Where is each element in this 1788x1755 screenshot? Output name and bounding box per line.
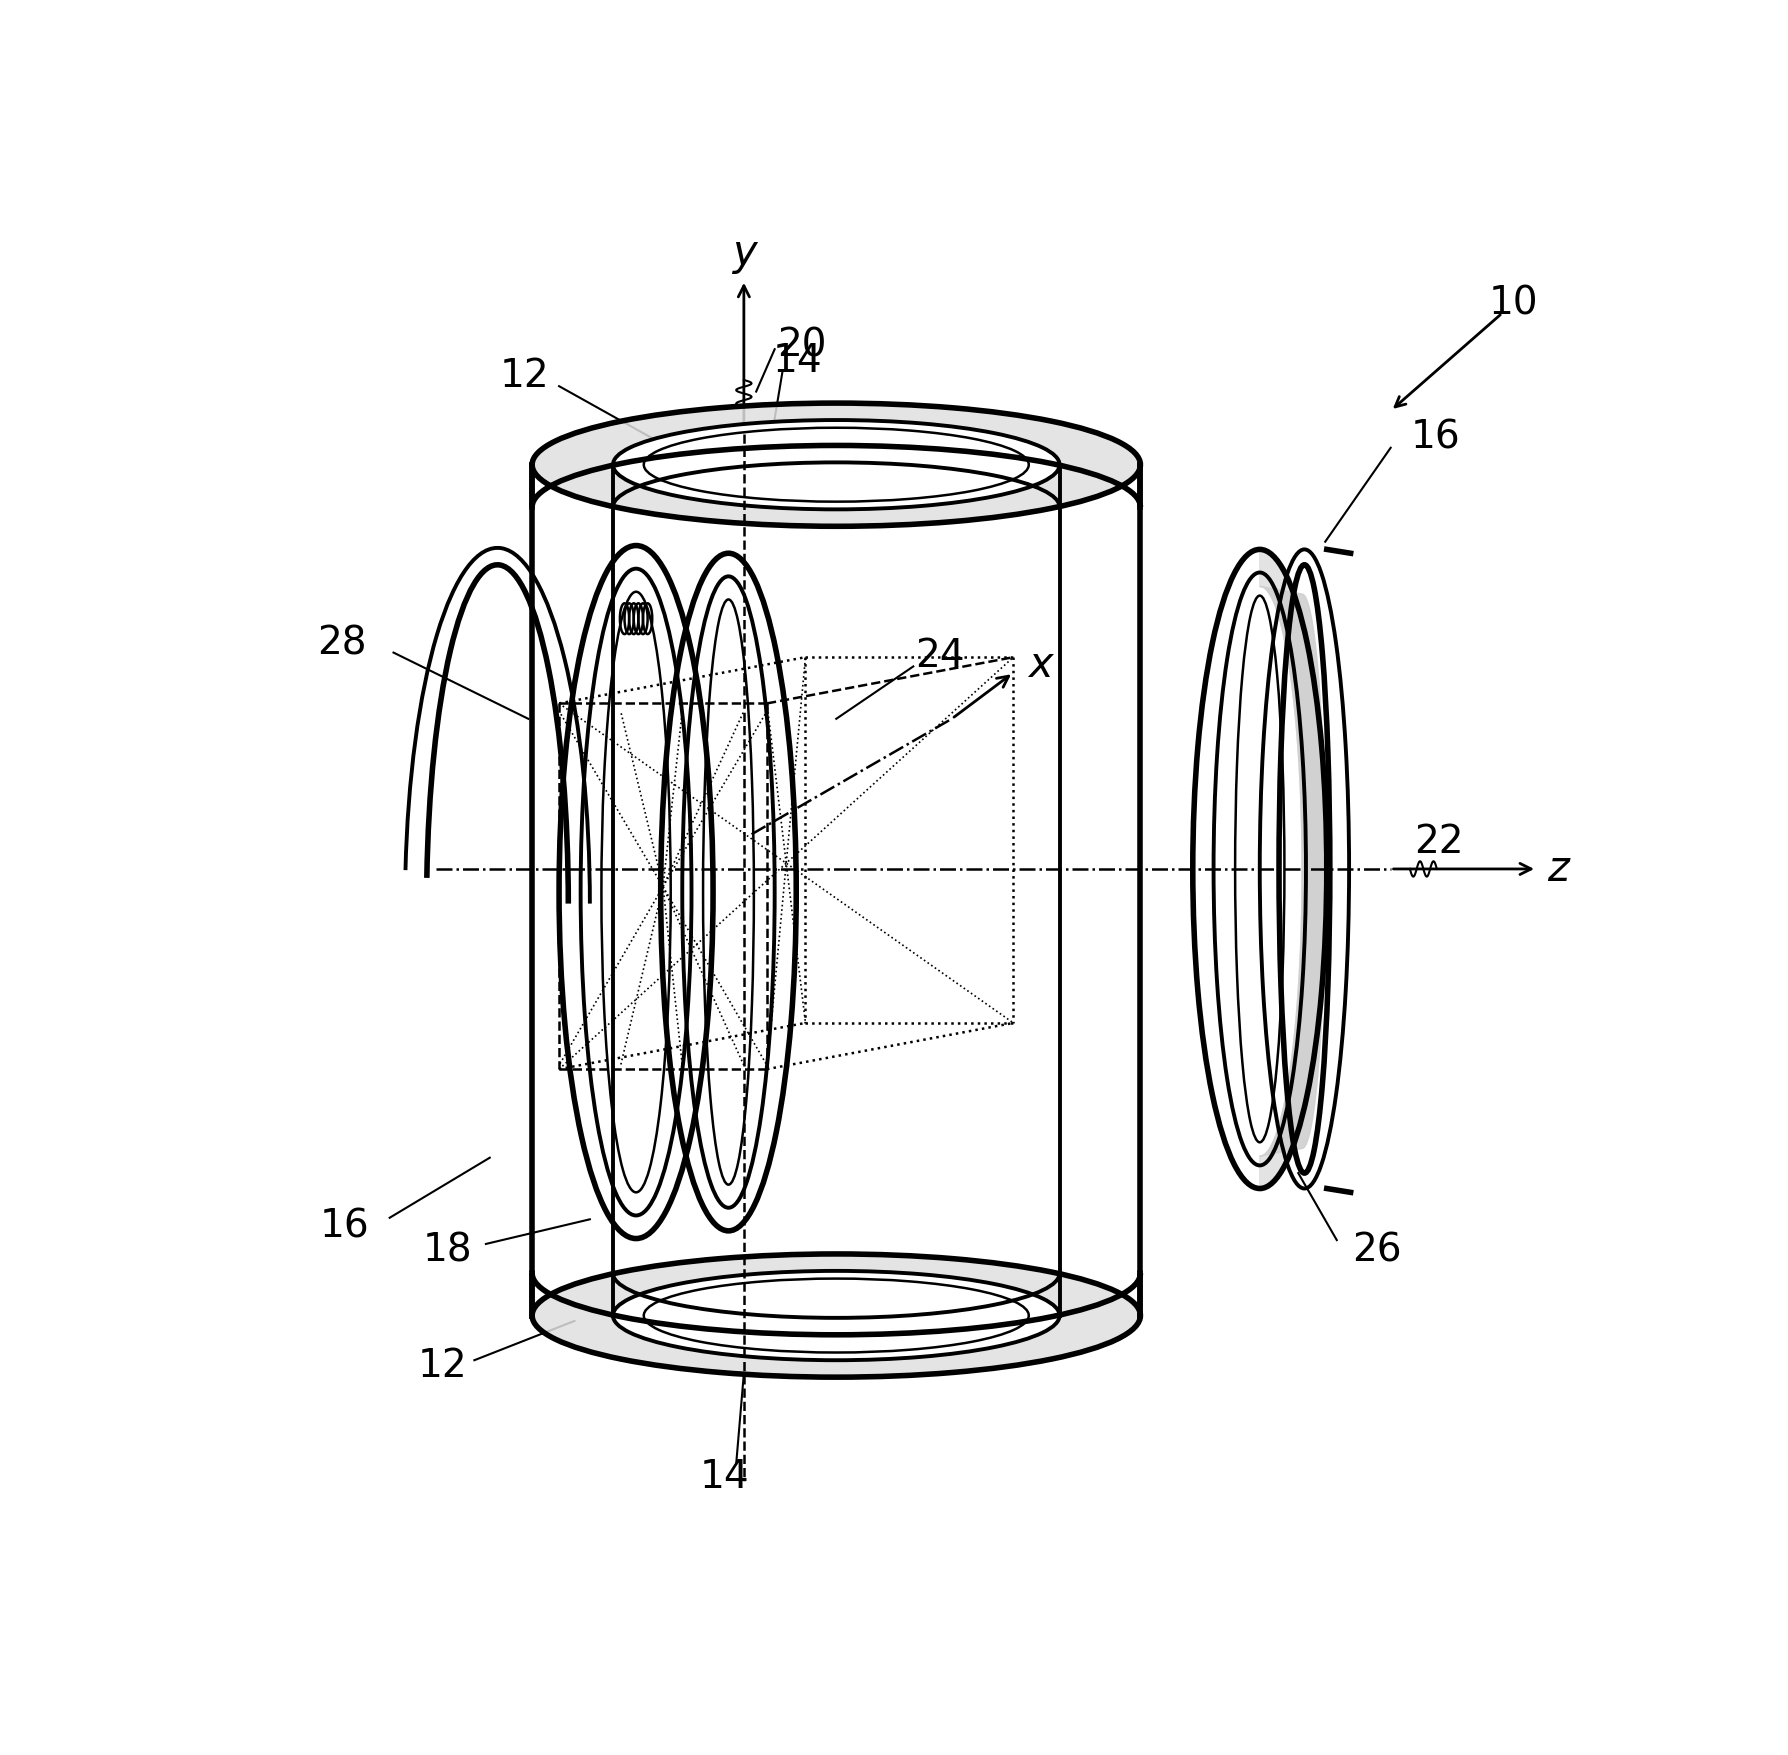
Text: x: x <box>1028 644 1053 686</box>
Polygon shape <box>1261 586 1325 1157</box>
Text: z: z <box>1548 848 1570 890</box>
Text: y: y <box>731 232 756 274</box>
Text: 18: 18 <box>422 1230 472 1269</box>
Text: 22: 22 <box>1414 823 1463 862</box>
Polygon shape <box>533 1255 1141 1378</box>
Text: 16: 16 <box>320 1207 370 1246</box>
Polygon shape <box>1261 551 1325 1192</box>
Text: 28: 28 <box>316 625 367 662</box>
Text: 20: 20 <box>776 326 826 365</box>
Text: 16: 16 <box>1411 419 1461 456</box>
Text: 12: 12 <box>417 1346 467 1385</box>
Polygon shape <box>613 419 1060 509</box>
Text: 12: 12 <box>499 358 549 395</box>
Text: 14: 14 <box>772 342 822 379</box>
Polygon shape <box>613 1271 1060 1360</box>
Text: 24: 24 <box>915 637 966 674</box>
Text: 14: 14 <box>699 1458 749 1497</box>
Text: 26: 26 <box>1352 1230 1402 1269</box>
Polygon shape <box>533 404 1141 526</box>
Text: 10: 10 <box>1489 284 1539 321</box>
